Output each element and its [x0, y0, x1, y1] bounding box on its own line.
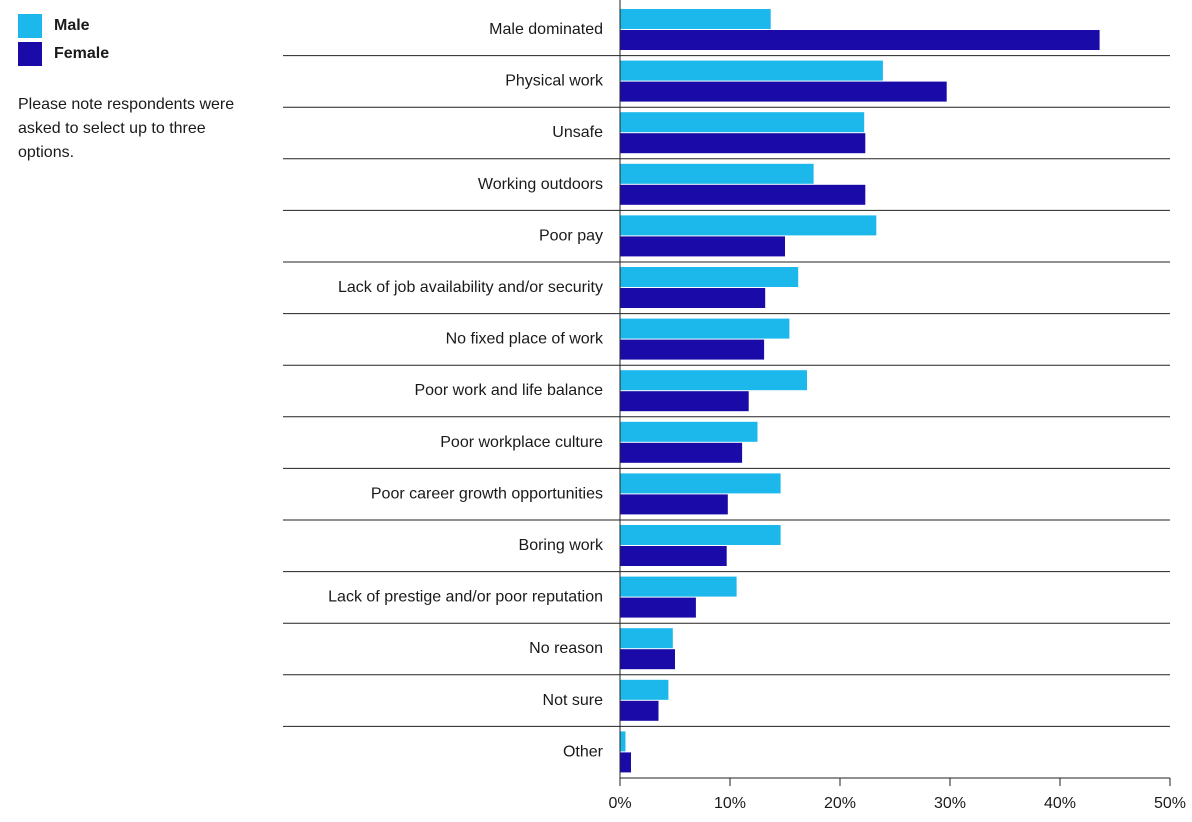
- chart-note: Please note respondents were asked to se…: [18, 96, 235, 161]
- category-label: Poor career growth opportunities: [371, 485, 603, 502]
- bar-male: [620, 421, 758, 442]
- legend-label-male: Male: [54, 17, 90, 34]
- category-label: Boring work: [519, 537, 604, 554]
- bar-female: [620, 649, 675, 670]
- bar-female: [620, 339, 765, 360]
- legend-swatch-male: [18, 14, 42, 38]
- x-tick-label: 0%: [608, 795, 631, 812]
- bar-female: [620, 700, 659, 721]
- x-tick-label: 10%: [714, 795, 746, 812]
- bar-male: [620, 576, 737, 597]
- bar-female: [620, 442, 743, 463]
- bar-female: [620, 81, 947, 102]
- bar-male: [620, 318, 790, 339]
- bar-male: [620, 370, 807, 391]
- category-label: Poor pay: [539, 227, 603, 244]
- bar-female: [620, 288, 766, 308]
- category-label: Other: [563, 743, 604, 760]
- category-label: Lack of prestige and/or poor reputation: [328, 589, 603, 606]
- bar-male: [620, 731, 626, 752]
- category-label: Poor work and life balance: [414, 382, 603, 399]
- legend-item-male: Male: [18, 12, 109, 40]
- bar-female: [620, 391, 749, 412]
- bar-male: [620, 679, 669, 700]
- category-label: Physical work: [505, 73, 604, 90]
- category-label: Working outdoors: [478, 176, 603, 193]
- bar-female: [620, 30, 1100, 50]
- x-tick-label: 40%: [1044, 795, 1076, 812]
- bar-male: [620, 525, 781, 545]
- bar-male: [620, 267, 799, 287]
- bar-male: [620, 60, 883, 81]
- bar-male: [620, 215, 877, 236]
- bar-male: [620, 9, 771, 29]
- bar-male: [620, 628, 673, 649]
- bar-female: [620, 133, 866, 154]
- category-label: Male dominated: [489, 21, 603, 38]
- legend: Male Female: [18, 12, 109, 68]
- bar-male: [620, 163, 814, 184]
- legend-item-female: Female: [18, 40, 109, 68]
- category-label: No reason: [529, 640, 603, 657]
- category-label: Unsafe: [552, 124, 603, 141]
- legend-swatch-female: [18, 42, 42, 66]
- x-tick-label: 30%: [934, 795, 966, 812]
- bar-female: [620, 236, 785, 257]
- bar-female: [620, 494, 728, 515]
- category-label: No fixed place of work: [446, 331, 604, 348]
- bar-male: [620, 112, 865, 133]
- bar-female: [620, 184, 866, 205]
- legend-label-female: Female: [54, 45, 110, 62]
- category-label: Not sure: [543, 692, 604, 709]
- bar-male: [620, 473, 781, 494]
- bar-female: [620, 546, 727, 566]
- category-label: Poor workplace culture: [440, 434, 603, 451]
- bar-female: [620, 752, 631, 773]
- x-tick-label: 20%: [824, 795, 856, 812]
- bar-female: [620, 597, 696, 618]
- category-label: Lack of job availability and/or security: [338, 279, 603, 296]
- x-tick-label: 50%: [1154, 795, 1186, 812]
